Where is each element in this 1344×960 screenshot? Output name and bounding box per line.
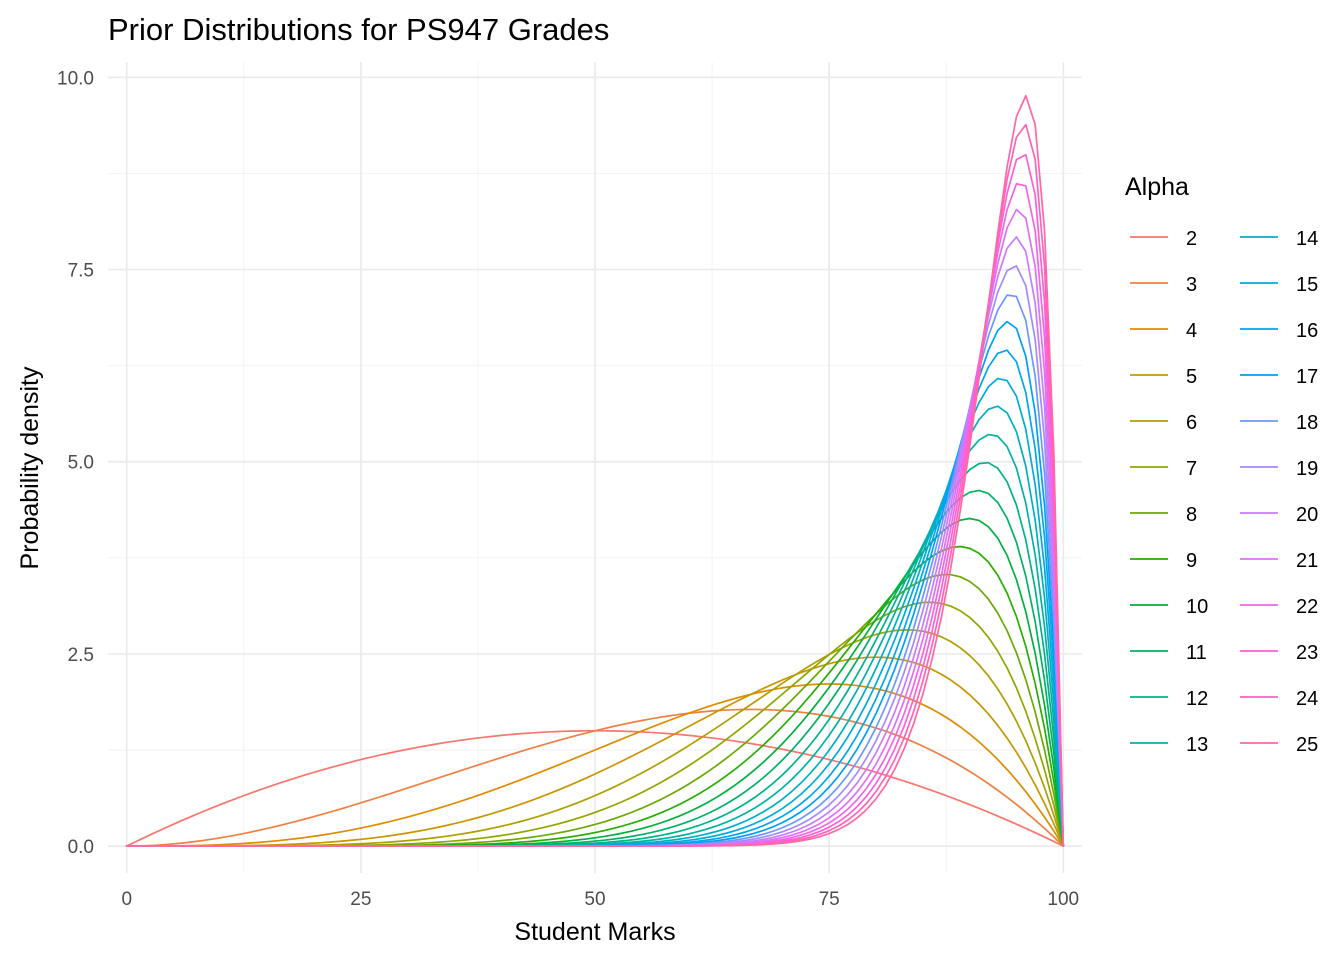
legend-label-14: 14 xyxy=(1296,228,1318,250)
y-tick-label: 7.5 xyxy=(68,261,94,282)
legend-label-5: 5 xyxy=(1186,366,1197,388)
legend-label-6: 6 xyxy=(1186,412,1197,434)
series-line-alpha-4 xyxy=(125,683,1065,847)
legend-label-25: 25 xyxy=(1296,734,1318,756)
legend-label-18: 18 xyxy=(1296,412,1318,434)
chart-title: Prior Distributions for PS947 Grades xyxy=(108,12,609,47)
y-tick-label: 5.0 xyxy=(68,453,94,474)
legend-label-3: 3 xyxy=(1186,274,1197,296)
x-tick-label: 50 xyxy=(584,889,605,910)
y-tick-label: 10.0 xyxy=(57,68,94,89)
legend-label-17: 17 xyxy=(1296,366,1318,388)
y-tick-label: 2.5 xyxy=(68,645,94,666)
legend-label-22: 22 xyxy=(1296,596,1318,618)
legend-label-19: 19 xyxy=(1296,458,1318,480)
x-tick-label: 25 xyxy=(350,889,371,910)
legend-label-11: 11 xyxy=(1186,642,1207,664)
y-axis-title: Probability density xyxy=(16,366,44,569)
grid-layer xyxy=(108,62,1082,873)
legend-label-4: 4 xyxy=(1186,320,1197,342)
x-tick-label: 75 xyxy=(819,889,840,910)
legend-label-24: 24 xyxy=(1296,688,1318,710)
legend-label-2: 2 xyxy=(1186,228,1197,250)
legend-label-13: 13 xyxy=(1186,734,1208,756)
legend-title: Alpha xyxy=(1125,173,1189,201)
x-tick-label: 100 xyxy=(1047,889,1079,910)
x-tick-label: 0 xyxy=(121,889,132,910)
legend-label-8: 8 xyxy=(1186,504,1197,526)
legend-label-21: 21 xyxy=(1296,550,1318,572)
legend-label-23: 23 xyxy=(1296,642,1318,664)
series-layer xyxy=(125,94,1065,847)
y-tick-label: 0.0 xyxy=(68,837,94,858)
series-line-alpha-25 xyxy=(125,94,1065,847)
legend-label-7: 7 xyxy=(1186,458,1197,480)
legend-label-9: 9 xyxy=(1186,550,1197,572)
legend-label-20: 20 xyxy=(1296,504,1318,526)
legend-label-15: 15 xyxy=(1296,274,1318,296)
legend-label-10: 10 xyxy=(1186,596,1208,618)
legend-label-12: 12 xyxy=(1186,688,1208,710)
x-axis-title: Student Marks xyxy=(514,918,675,946)
axis-layer: 0 25 50 75 100 0.0 2.5 5.0 7.5 10.0 xyxy=(57,68,1079,910)
legend-label-16: 16 xyxy=(1296,320,1318,342)
